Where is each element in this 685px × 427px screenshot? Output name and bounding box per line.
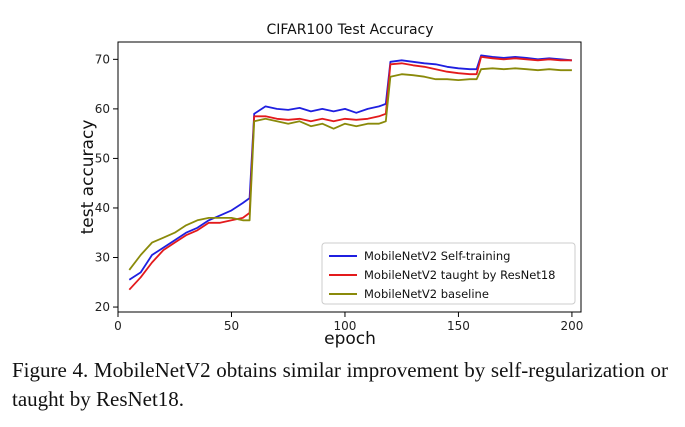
legend-box xyxy=(321,242,576,305)
x-tick-label: 50 xyxy=(224,319,239,333)
legend-label: MobileNetV2 Self-training xyxy=(364,249,510,263)
legend-label: MobileNetV2 taught by ResNet18 xyxy=(364,268,555,282)
legend: MobileNetV2 Self-training MobileNetV2 tau… xyxy=(321,242,576,305)
x-tick-label: 100 xyxy=(334,319,357,333)
plot-frame xyxy=(117,41,582,313)
x-tick-label: 200 xyxy=(560,319,583,333)
x-tick-label: 150 xyxy=(447,319,470,333)
y-tick-label: 50 xyxy=(95,151,110,165)
x-axis-label: epoch xyxy=(324,329,376,349)
y-tick-label: 40 xyxy=(95,201,110,215)
series-line-2 xyxy=(128,56,572,291)
series-line-1 xyxy=(128,54,572,281)
y-tick-label: 30 xyxy=(95,251,110,265)
chart-title: CIFAR100 Test Accuracy xyxy=(266,22,433,38)
y-tick-label: 60 xyxy=(95,102,110,116)
y-axis-label: test accuracy xyxy=(78,120,98,235)
legend-label: MobileNetV2 baseline xyxy=(364,287,489,301)
y-tick-label: 70 xyxy=(95,52,110,66)
series-line-3 xyxy=(128,67,572,271)
accuracy-chart: CIFAR100 Test Accuracy 0 50 100 150 200 20 30… xyxy=(78,22,583,349)
figure-caption: Figure 4. MobileNetV2 obtains similar im… xyxy=(12,358,668,411)
y-tick-label: 20 xyxy=(95,300,110,314)
x-tick-label: 0 xyxy=(114,319,122,333)
